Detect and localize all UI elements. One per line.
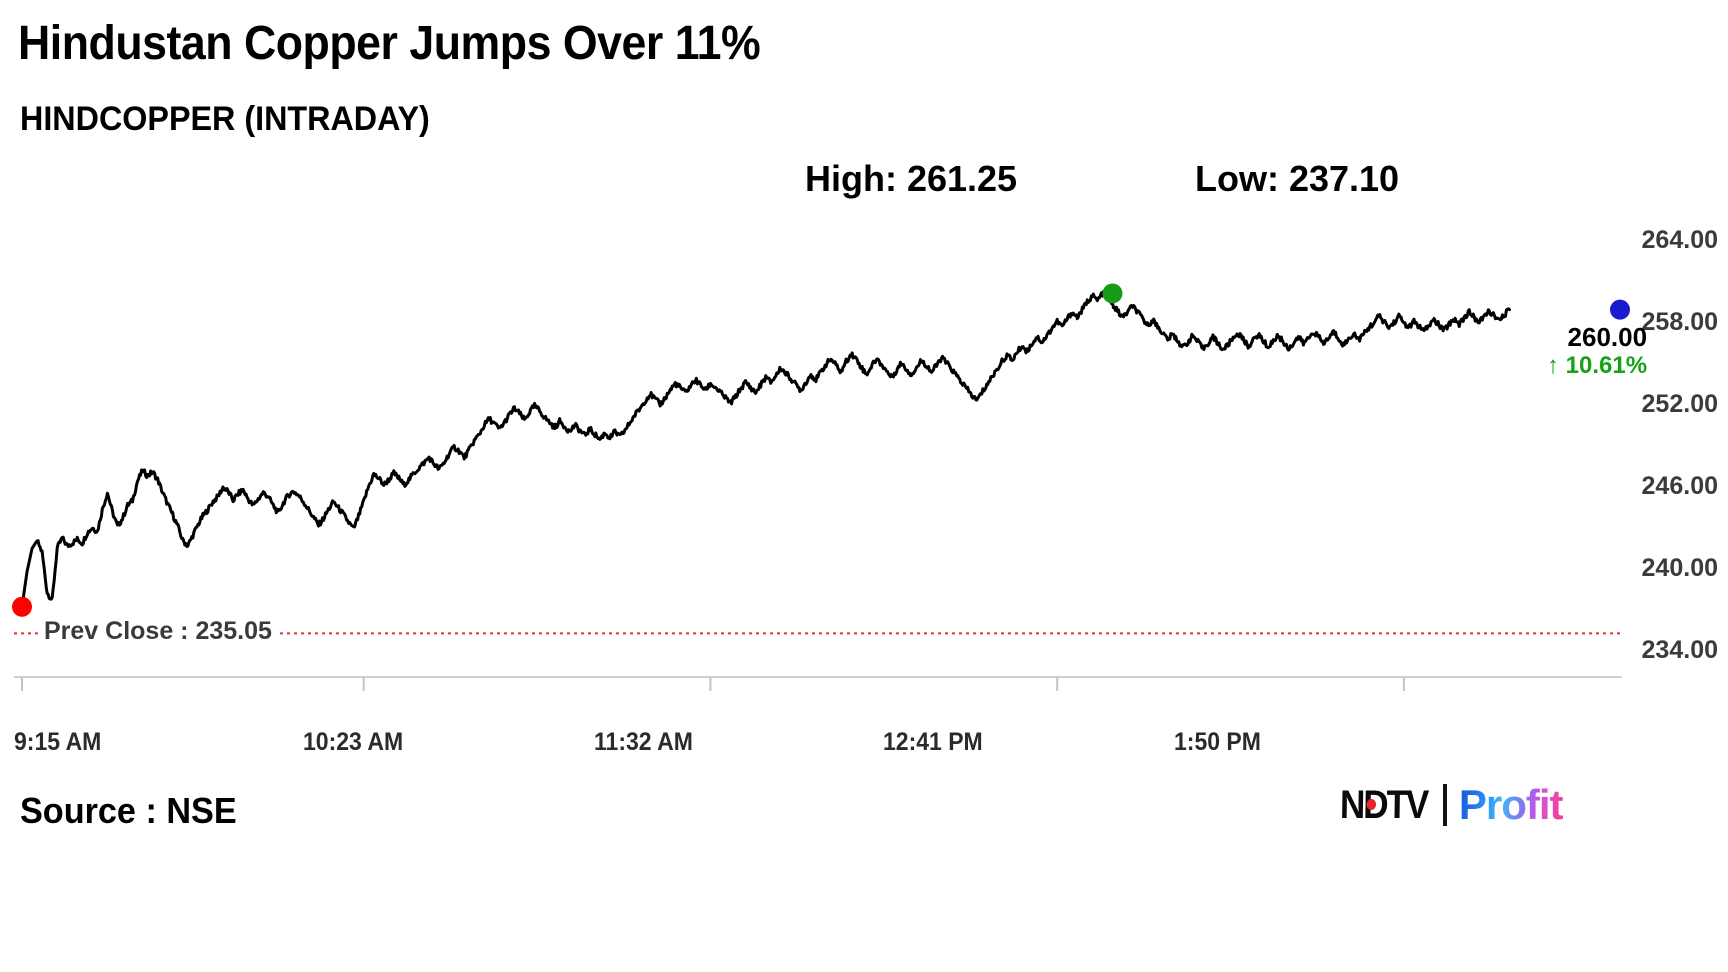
source-label: Source : NSE: [20, 790, 237, 831]
y-axis-label: 258.00: [1641, 308, 1718, 336]
instrument-subtitle: HINDCOPPER (INTRADAY): [20, 100, 430, 138]
intraday-price-chart: 264.00 258.00 252.00 246.00 240.00 234.0…: [0, 215, 1728, 695]
page-title: Hindustan Copper Jumps Over 11%: [18, 17, 761, 70]
last-price-value: 260.00: [1567, 322, 1648, 352]
y-axis-label: 234.00: [1641, 636, 1718, 664]
low-stat: Low: 237.10: [1195, 158, 1400, 199]
y-axis-label: 240.00: [1641, 554, 1718, 582]
logo-divider: [1442, 784, 1447, 826]
open-dot: [12, 596, 32, 617]
y-axis-label: 252.00: [1641, 390, 1718, 418]
ndtv-wordmark: NDTV: [1339, 783, 1428, 827]
x-axis-label: 12:41 PM: [883, 728, 983, 756]
high-dot: [1102, 283, 1123, 304]
ndtv-text: NDTV: [1339, 783, 1428, 827]
y-axis-label: 264.00: [1641, 226, 1718, 254]
last-dot: [1610, 299, 1630, 320]
price-line: [20, 290, 1511, 609]
high-stat: High: 261.25: [805, 158, 1018, 199]
x-axis-label: 11:32 AM: [594, 728, 693, 756]
price-change-percent: ↑ 10.61%: [1547, 352, 1648, 379]
y-axis-label: 246.00: [1641, 472, 1718, 500]
ndtv-profit-logo: NDTV Profit: [1339, 781, 1564, 828]
prev-close-label: Prev Close : 235.05: [40, 617, 276, 647]
chart-canvas: [12, 283, 1630, 691]
x-axis-label: 1:50 PM: [1174, 728, 1261, 756]
profit-wordmark: Profit: [1458, 781, 1564, 828]
last-price-callout: 260.00 ↑ 10.61%: [1547, 324, 1647, 380]
x-axis-label: 9:15 AM: [14, 728, 102, 756]
x-axis-label: 10:23 AM: [303, 728, 404, 756]
axis-baseline-group: [14, 676, 1622, 691]
